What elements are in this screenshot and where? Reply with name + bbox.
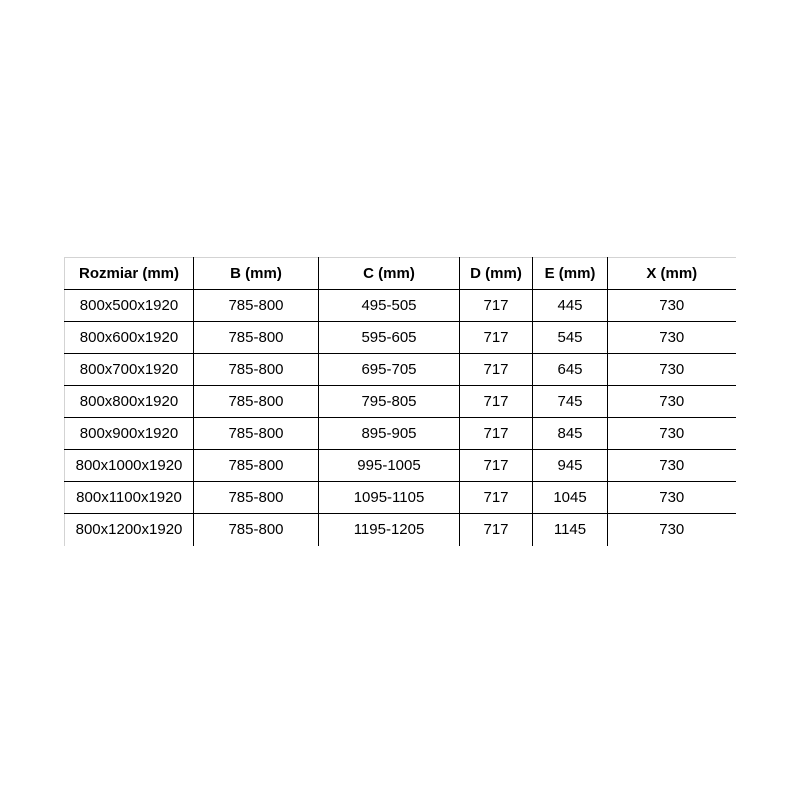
header-cell: E (mm): [532, 257, 608, 290]
table-cell: 800x800x1920: [64, 385, 194, 418]
table-cell: 730: [607, 353, 736, 386]
table-cell: 785-800: [193, 417, 319, 450]
table-row: 800x800x1920 785-800 795-805 717 745 730: [64, 385, 736, 418]
table-cell: 785-800: [193, 513, 319, 546]
table-cell: 1195-1205: [318, 513, 460, 546]
table-cell: 730: [607, 481, 736, 514]
table-cell: 645: [532, 353, 608, 386]
table-cell: 717: [459, 321, 533, 354]
table-cell: 800x1000x1920: [64, 449, 194, 482]
table-cell: 695-705: [318, 353, 460, 386]
table-cell: 445: [532, 289, 608, 322]
table-cell: 785-800: [193, 289, 319, 322]
table-row: 800x1100x1920 785-800 1095-1105 717 1045 730: [64, 481, 736, 514]
table-cell: 800x1200x1920: [64, 513, 194, 546]
table-cell: 800x1100x1920: [64, 481, 194, 514]
table-cell: 800x600x1920: [64, 321, 194, 354]
table-row: 800x1000x1920 785-800 995-1005 717 945 730: [64, 449, 736, 482]
table-row: 800x1200x1920 785-800 1195-1205 717 1145 730: [64, 513, 736, 546]
table-cell: 730: [607, 321, 736, 354]
table-cell: 945: [532, 449, 608, 482]
table-cell: 845: [532, 417, 608, 450]
table-cell: 717: [459, 481, 533, 514]
table-cell: 800x500x1920: [64, 289, 194, 322]
header-cell: C (mm): [318, 257, 460, 290]
table-row: 800x900x1920 785-800 895-905 717 845 730: [64, 417, 736, 450]
table-cell: 895-905: [318, 417, 460, 450]
table-row: 800x700x1920 785-800 695-705 717 645 730: [64, 353, 736, 386]
table-cell: 745: [532, 385, 608, 418]
table-cell: 595-605: [318, 321, 460, 354]
table-cell: 717: [459, 449, 533, 482]
table-row: 800x600x1920 785-800 595-605 717 545 730: [64, 321, 736, 354]
table-cell: 717: [459, 353, 533, 386]
table-cell: 730: [607, 289, 736, 322]
table-row: 800x500x1920 785-800 495-505 717 445 730: [64, 289, 736, 322]
table-cell: 785-800: [193, 321, 319, 354]
table-cell: 785-800: [193, 353, 319, 386]
table-cell: 730: [607, 417, 736, 450]
table-cell: 717: [459, 417, 533, 450]
header-cell: Rozmiar (mm): [64, 257, 194, 290]
table-cell: 717: [459, 513, 533, 546]
header-cell: X (mm): [607, 257, 736, 290]
size-spec-table: Rozmiar (mm) B (mm) C (mm) D (mm) E (mm) X (m…: [64, 257, 736, 546]
table-cell: 995-1005: [318, 449, 460, 482]
header-cell: B (mm): [193, 257, 319, 290]
table-cell: 1095-1105: [318, 481, 460, 514]
table-cell: 785-800: [193, 385, 319, 418]
table-cell: 795-805: [318, 385, 460, 418]
table-cell: 717: [459, 385, 533, 418]
table-cell: 785-800: [193, 449, 319, 482]
header-cell: D (mm): [459, 257, 533, 290]
table-cell: 545: [532, 321, 608, 354]
table-cell: 800x900x1920: [64, 417, 194, 450]
table-cell: 730: [607, 385, 736, 418]
table-cell: 800x700x1920: [64, 353, 194, 386]
table-cell: 730: [607, 513, 736, 546]
table-cell: 1045: [532, 481, 608, 514]
table-cell: 717: [459, 289, 533, 322]
table-cell: 730: [607, 449, 736, 482]
table-cell: 495-505: [318, 289, 460, 322]
header-row: Rozmiar (mm) B (mm) C (mm) D (mm) E (mm) X (m…: [64, 257, 736, 290]
table-body: 800x500x1920 785-800 495-505 717 445 730 800x6…: [64, 289, 736, 546]
size-spec-table-container: Rozmiar (mm) B (mm) C (mm) D (mm) E (mm) X (m…: [64, 257, 736, 546]
table-cell: 1145: [532, 513, 608, 546]
table-cell: 785-800: [193, 481, 319, 514]
